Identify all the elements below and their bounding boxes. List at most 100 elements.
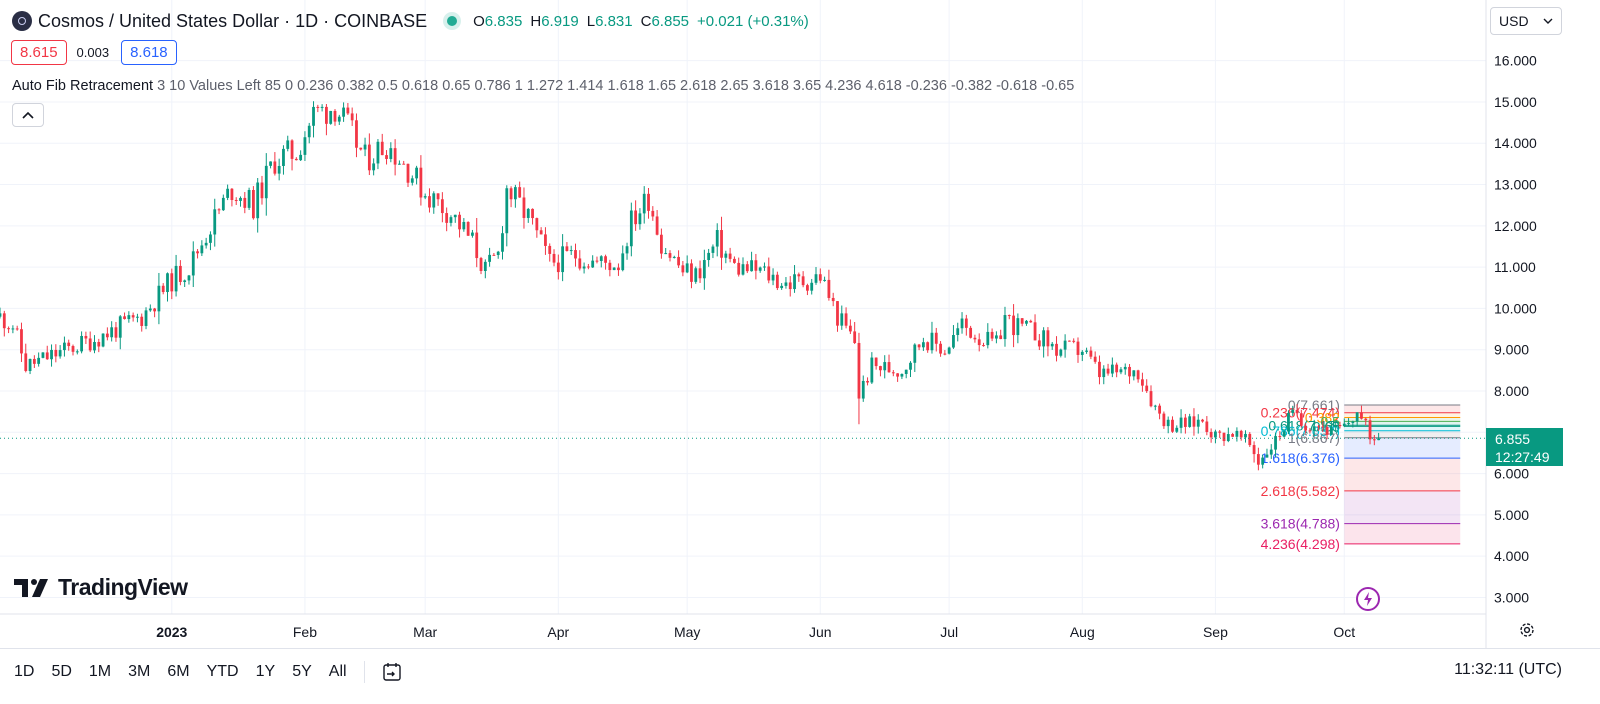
candle-body [767, 266, 771, 281]
candle-body [1278, 436, 1282, 438]
candle-body [956, 328, 960, 336]
candle-body [350, 113, 354, 121]
fib-zone [1344, 430, 1461, 438]
lightning-icon[interactable] [1355, 586, 1381, 612]
candle-body [1338, 425, 1342, 427]
change-value: +0.021 (+0.31%) [697, 12, 809, 30]
tradingview-logo-icon [14, 578, 48, 597]
candle-body [453, 214, 457, 218]
candle-body [775, 274, 779, 289]
candle-body [230, 188, 234, 200]
buy-button[interactable]: 8.618 [121, 40, 177, 65]
indicator-legend[interactable]: Auto Fib Retracement 3 10 Values Left 85… [12, 78, 1074, 94]
candle-body [196, 251, 199, 254]
candle-body [1304, 425, 1308, 431]
candle-body [509, 188, 513, 200]
range-1d-button[interactable]: 1D [14, 663, 35, 680]
tradingview-logo[interactable]: TradingView [14, 574, 188, 601]
candle-body [720, 230, 723, 258]
candle-body [1329, 427, 1333, 435]
candle-body [312, 106, 315, 126]
candle-body [758, 267, 762, 271]
collapse-legend-button[interactable] [12, 103, 44, 127]
gear-icon[interactable] [1518, 621, 1536, 639]
candle-body [737, 262, 741, 275]
candle-body [1076, 341, 1080, 355]
range-1y-button[interactable]: 1Y [255, 663, 276, 680]
candle-body [552, 253, 556, 263]
candle-body [994, 335, 998, 339]
y-tick-label: 15.000 [1494, 94, 1537, 110]
candle-body [999, 335, 1003, 340]
candle-body [178, 265, 182, 282]
candle-body [814, 274, 818, 283]
range-5d-button[interactable]: 5D [51, 663, 72, 680]
y-tick-label: 3.000 [1494, 589, 1529, 605]
candle-body [883, 362, 887, 371]
candle-body [110, 327, 114, 338]
candle-body [410, 178, 414, 183]
currency-select[interactable]: USD [1490, 7, 1562, 35]
candle-body [320, 106, 324, 108]
y-tick-label: 9.000 [1494, 342, 1529, 358]
candle-body [797, 274, 801, 277]
candle-body [415, 167, 418, 179]
candle-body [694, 268, 698, 282]
sell-button[interactable]: 8.615 [11, 40, 67, 65]
range-6m-button[interactable]: 6M [167, 663, 190, 680]
candle-body [806, 285, 809, 291]
candle-body [569, 250, 573, 252]
candle-body [191, 251, 195, 276]
candle-body [810, 282, 814, 291]
candle-body [836, 301, 839, 326]
candle-body [458, 214, 461, 230]
candle-body [1235, 430, 1239, 437]
candle-body [166, 273, 169, 293]
candle-body [1179, 417, 1183, 428]
candle-body [659, 234, 663, 254]
candle-body [239, 197, 242, 201]
fib-level-label: 0.786(7.037) [1261, 423, 1340, 439]
candle-body [582, 266, 586, 269]
range-all-button[interactable]: All [328, 663, 347, 680]
indicator-params: 3 10 Values Left 85 0 0.236 0.382 0.5 0.… [157, 78, 1075, 94]
candle-body [1093, 356, 1097, 362]
candle-body [37, 357, 41, 364]
candle-body [1351, 421, 1355, 423]
candle-body [385, 155, 388, 159]
range-5y-button[interactable]: 5Y [292, 663, 312, 680]
candle-body [380, 141, 384, 156]
utc-clock[interactable]: 11:32:11 (UTC) [1454, 661, 1562, 678]
candle-body [1136, 370, 1140, 380]
candle-body [466, 221, 470, 236]
candle-body [1252, 445, 1256, 455]
candle-body [1042, 330, 1046, 347]
range-1m-button[interactable]: 1M [88, 663, 112, 680]
candle-body [316, 106, 320, 108]
symbol-title[interactable]: Cosmos / United States Dollar · 1D · COI… [38, 10, 428, 31]
candle-body [363, 144, 367, 150]
candle-body [15, 328, 19, 330]
candle-body [372, 163, 376, 171]
candle-body [1205, 421, 1209, 432]
x-tick-label: May [674, 624, 700, 640]
candle-body [629, 210, 633, 247]
candle-body [1166, 419, 1170, 427]
candle-body [677, 256, 680, 266]
calendar-goto-icon[interactable] [381, 661, 403, 683]
candle-body [591, 260, 595, 268]
candle-body [1347, 422, 1350, 424]
range-ytd-button[interactable]: YTD [206, 663, 239, 680]
currency-value: USD [1499, 13, 1529, 29]
candle-body [1372, 439, 1376, 441]
candle-body [1145, 385, 1149, 392]
candle-body [114, 327, 118, 338]
fib-level-label: 3.618(4.788) [1261, 516, 1340, 532]
fib-level-label: 0.65 [1313, 418, 1340, 434]
candle-body [105, 333, 109, 338]
range-3m-button[interactable]: 3M [128, 663, 151, 680]
candle-body [136, 316, 139, 318]
candle-body [548, 245, 552, 254]
candle-body [187, 275, 191, 281]
